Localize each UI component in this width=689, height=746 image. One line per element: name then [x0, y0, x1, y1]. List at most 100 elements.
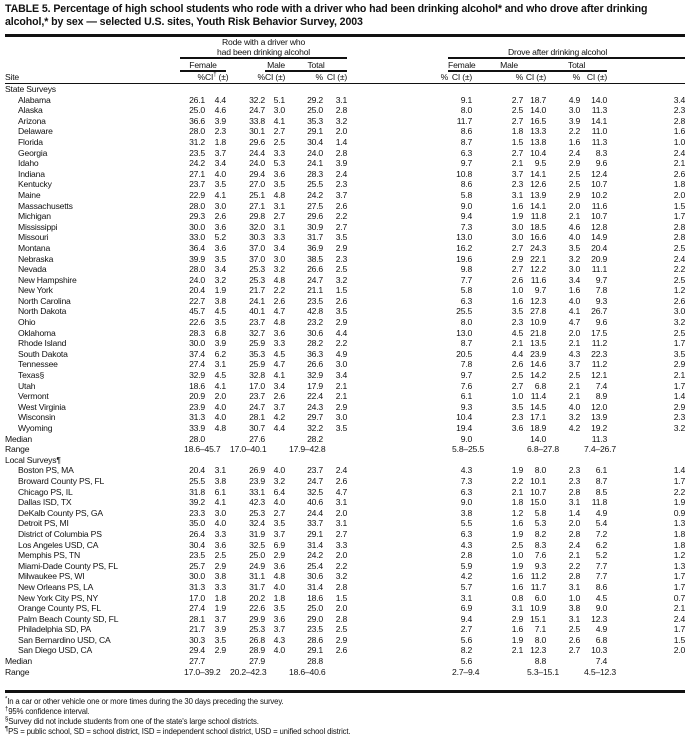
percent-cell: 7.3 [460, 475, 473, 486]
table-row: Wyoming 33.9 4.8 30.7 4.4 32.2 3.5 19.4 3.6 18.9 4… [5, 423, 685, 434]
percent-cell: 26.7 [591, 306, 608, 317]
ci-cell: 1.7 [673, 581, 686, 592]
table-row: Missouri 33.0 5.2 30.3 3.3 31.7 3.5 13.0 3.0 16.6… [5, 232, 685, 243]
ci-cell: 4.1 [214, 189, 227, 200]
percent-cell: 30.3 [249, 232, 265, 243]
ci-cell: 1.0 [511, 550, 524, 561]
percent-cell: 36.9 [307, 242, 323, 253]
ci-cell: 2.2 [673, 264, 686, 275]
percent-cell: 27.4 [189, 359, 205, 370]
table-row: Mississippi 30.0 3.6 32.0 3.1 30.9 2.7 7.3 3.0 18… [5, 222, 685, 233]
percent-cell: 11.2 [591, 338, 608, 349]
site-name: Miami-Dade County PS, FL [18, 560, 118, 571]
percent-cell: 15.1 [530, 613, 547, 624]
ci-cell: 2.8 [673, 221, 686, 232]
ci-cell: 4.0 [273, 645, 286, 656]
ci-cell: 3.9 [214, 115, 227, 126]
ci-cell: 2.0 [335, 126, 348, 137]
percent-cell: 25.9 [249, 359, 265, 370]
table-row: Utah 18.6 4.1 17.0 3.4 17.9 2.1 7.6 2.7 6.8 2.1 7.4… [5, 381, 685, 392]
ci-cell: 3.1 [214, 359, 227, 370]
percent-cell: 13.0 [456, 232, 473, 243]
ci-cell: 3.3 [273, 338, 286, 349]
percent-cell: 7.7 [595, 560, 608, 571]
percent-cell: 42.3 [249, 497, 265, 508]
ci-cell: 2.9 [214, 645, 227, 656]
ci-cell: 1.7 [673, 475, 686, 486]
percent-cell: 13.5 [530, 338, 547, 349]
percent-cell: 5.9 [460, 560, 473, 571]
ci-suffix: (±) [216, 72, 229, 83]
ci-cell: 2.8 [335, 105, 348, 116]
percent-cell: 22.4 [307, 391, 323, 402]
header-pct: % [546, 71, 580, 84]
spacer [347, 126, 448, 137]
ci-cell: 3.6 [214, 242, 227, 253]
percent-cell: 25.0 [189, 105, 205, 116]
percent-cell: 9.3 [460, 401, 473, 412]
percent-cell: 28.1 [249, 412, 265, 423]
percent-cell: 25.0 [249, 550, 265, 561]
ci-cell: 4.0 [214, 401, 227, 412]
ci-cell: 1.0 [511, 285, 524, 296]
median-value: 8.8 [534, 656, 547, 667]
ci-cell: 4.1 [214, 497, 227, 508]
ci-cell: 3.2 [673, 317, 686, 328]
site-name: New Hampshire [18, 274, 77, 285]
percent-cell: 22.7 [189, 295, 205, 306]
footnote-mark: § [5, 716, 9, 723]
percent-cell: 23.9 [189, 401, 205, 412]
footnote-mark: † [213, 72, 217, 79]
header-pct: % [180, 71, 205, 84]
ci-cell: 1.4 [335, 136, 348, 147]
site-name: Mississippi [18, 221, 58, 232]
ci-cell: 2.3 [511, 179, 524, 190]
percent-cell: 24.9 [249, 560, 265, 571]
ci-cell: 3.5 [273, 518, 286, 529]
ci-cell: 2.8 [673, 232, 686, 243]
ci-cell: 4.6 [214, 105, 227, 116]
ci-cell: 3.9 [335, 158, 348, 169]
percent-cell: 29.0 [307, 613, 323, 624]
ci-cell: 2.8 [335, 613, 348, 624]
site-name: Arizona [18, 115, 46, 126]
percent-cell: 12.3 [530, 645, 547, 656]
percent-cell: 15.0 [530, 497, 547, 508]
spacer [347, 211, 448, 222]
header-site: Site [5, 71, 180, 84]
percent-cell: 5.2 [595, 550, 608, 561]
site-name: Alaska [18, 105, 43, 116]
table-row: San Bernardino USD, CA 30.3 3.5 26.8 4.3 28.6… [5, 635, 685, 646]
percent-cell: 4.9 [595, 507, 608, 518]
spacer [347, 645, 448, 656]
ci-cell: 2.1 [568, 380, 581, 391]
ci-cell: 3.8 [214, 475, 227, 486]
percent-cell: 8.6 [460, 126, 473, 137]
spacer [347, 349, 448, 360]
table-row: Oklahoma 28.3 6.8 32.7 3.6 30.6 4.4 13.0 4.5 21.8… [5, 328, 685, 339]
spacer [546, 656, 580, 667]
spacer [347, 359, 448, 370]
ci-cell: 3.0 [273, 105, 286, 116]
spacer [347, 370, 448, 381]
percent-cell: 24.3 [307, 401, 323, 412]
ci-cell: 1.7 [673, 338, 686, 349]
site-name: Detroit PS, MI [18, 518, 69, 529]
ci-cell: 2.0 [335, 507, 348, 518]
ci-cell: 2.6 [273, 295, 286, 306]
percent-cell: 16.5 [530, 115, 547, 126]
header-female: Female [180, 58, 226, 72]
header-ci: CI (±) [265, 71, 286, 84]
ci-cell: 6.2 [214, 348, 227, 359]
percent-cell: 22.6 [189, 317, 205, 328]
ci-cell: 2.6 [673, 168, 686, 179]
percent-cell: 25.7 [189, 560, 205, 571]
ci-cell: 4.8 [273, 317, 286, 328]
percent-cell: 28.2 [307, 338, 323, 349]
ci-cell: 1.3 [673, 518, 686, 529]
ci-label: CI [205, 72, 214, 83]
ci-cell: 2.8 [568, 528, 581, 539]
percent-cell: 12.3 [530, 295, 547, 306]
ci-cell: 3.1 [568, 613, 581, 624]
percent-cell: 19.6 [456, 253, 473, 264]
